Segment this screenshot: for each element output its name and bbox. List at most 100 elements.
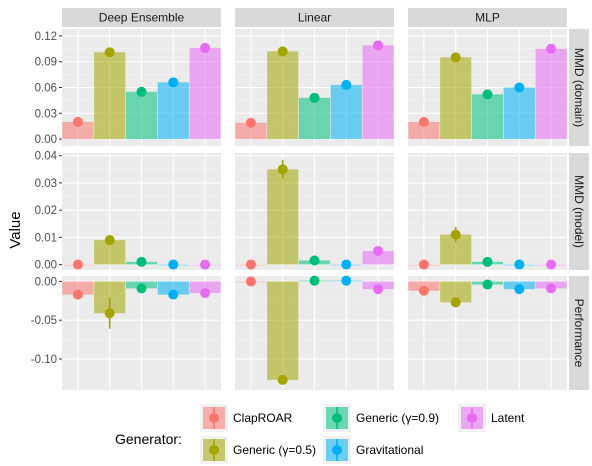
point-generic-0-9 — [482, 89, 493, 100]
point-latent — [200, 288, 211, 299]
point-generic-0-5 — [450, 297, 461, 308]
y-tick-label: 0.00 — [35, 134, 57, 146]
legend-key-point — [332, 445, 342, 455]
point-generic-0-9 — [309, 255, 320, 266]
bar-latent — [189, 47, 221, 140]
y-tick-label: 0.09 — [35, 57, 57, 69]
column-strip-mlp: MLP — [408, 8, 567, 27]
column-strip-background — [235, 8, 394, 27]
legend-item-latent: Latent — [458, 404, 525, 432]
point-gravitational — [514, 82, 525, 93]
row-strip-background — [569, 276, 589, 390]
bar-claproar — [62, 281, 94, 295]
point-gravitational — [168, 289, 179, 300]
legend-item-generic-0-5: Generic (γ=0.5) — [200, 436, 316, 464]
column-strip-label: MLP — [475, 11, 500, 25]
point-latent — [373, 245, 384, 256]
point-gravitational — [514, 259, 525, 270]
y-tick-label: 0.00 — [35, 260, 57, 272]
panels-layer — [62, 29, 567, 390]
legend-item-generic-0-9: Generic (γ=0.9) — [323, 404, 439, 432]
bar-latent — [362, 45, 394, 140]
legend-item-label: Generic (γ=0.5) — [233, 443, 316, 457]
y-tick-label: 0.02 — [35, 205, 57, 217]
bar-latent — [189, 281, 221, 294]
point-gravitational — [341, 275, 352, 286]
point-claproar — [418, 116, 429, 127]
y-tick-label: 0.01 — [35, 232, 57, 244]
column-strip-deep-ensemble: Deep Ensemble — [62, 8, 221, 27]
point-claproar — [245, 276, 256, 287]
legend-title: Generator: — [115, 431, 182, 447]
panel-deep-ensemble-mmd-model — [62, 153, 221, 270]
row-strip-performance: Performance — [569, 276, 589, 390]
bar-gravitational — [503, 87, 535, 140]
row-strip-background — [569, 29, 589, 146]
y-tick-label: -0.05 — [31, 315, 57, 327]
bar-generic-0-5 — [267, 281, 299, 380]
point-claproar — [418, 259, 429, 270]
y-axis-title: Value — [7, 211, 24, 248]
point-generic-0-5 — [450, 229, 461, 240]
bar-gravitational — [157, 82, 189, 140]
y-tick-label: 0.00 — [35, 276, 57, 288]
point-gravitational — [168, 77, 179, 88]
panel-deep-ensemble-performance — [62, 276, 221, 390]
point-latent — [373, 40, 384, 51]
point-generic-0-9 — [482, 279, 493, 290]
point-generic-0-9 — [482, 256, 493, 267]
point-claproar — [245, 259, 256, 270]
point-latent — [546, 43, 557, 54]
point-claproar — [72, 289, 83, 300]
panel-mlp-mmd-domain — [408, 29, 567, 146]
point-claproar — [245, 117, 256, 128]
bar-generic-0-5 — [440, 57, 472, 140]
row-strip-label: MMD (model) — [572, 175, 586, 248]
legend-item-claproar: ClapROAR — [200, 404, 293, 432]
bar-generic-0-5 — [94, 52, 126, 140]
point-latent — [373, 284, 384, 295]
bar-gravitational — [330, 84, 362, 140]
row-strip-label: Performance — [572, 299, 586, 368]
facet-strips: MMD (domain) MMD (model) Performance Deep E… — [62, 8, 589, 390]
column-strip-label: Linear — [298, 11, 331, 25]
point-generic-0-5 — [104, 308, 115, 319]
row-strip-label: MMD (domain) — [572, 48, 586, 127]
bar-generic-0-5 — [267, 169, 299, 265]
legend: Generator: ClapROAR Generic (γ=0.5) Generi… — [115, 404, 525, 464]
row-strip-mmd-model: MMD (model) — [569, 153, 589, 270]
point-latent — [200, 42, 211, 53]
y-tick-label: 0.03 — [35, 108, 57, 120]
point-generic-0-9 — [136, 283, 147, 294]
bar-latent — [535, 48, 567, 140]
panel-mlp-mmd-model — [408, 153, 567, 270]
bar-generic-0-5 — [267, 51, 299, 140]
legend-key-point — [209, 413, 219, 423]
legend-item-label: ClapROAR — [233, 411, 293, 425]
point-latent — [546, 259, 557, 270]
point-latent — [546, 283, 557, 294]
point-generic-0-5 — [277, 164, 288, 175]
legend-item-gravitational: Gravitational — [323, 436, 423, 464]
point-gravitational — [341, 79, 352, 90]
point-claproar — [72, 116, 83, 127]
axes: 0.00 0.03 0.06 0.09 0.12 0.00 0.01 0.02 0.03 0.04… — [31, 31, 62, 366]
bar-gravitational — [157, 281, 189, 295]
bar-claproar — [62, 121, 94, 140]
point-gravitational — [514, 284, 525, 295]
legend-key-point — [209, 445, 219, 455]
point-generic-0-9 — [136, 86, 147, 97]
bar-claproar — [408, 121, 440, 140]
column-strip-background — [408, 8, 567, 27]
legend-item-label: Gravitational — [356, 443, 423, 457]
y-tick-label: 0.04 — [35, 151, 58, 163]
legend-item-label: Latent — [491, 411, 525, 425]
panel-mlp-performance — [408, 276, 567, 390]
panel-linear-mmd-domain — [235, 29, 394, 146]
column-strip-background — [62, 8, 221, 27]
row-strip-background — [569, 153, 589, 270]
column-strip-label: Deep Ensemble — [99, 11, 185, 25]
bar-generic-0-9 — [298, 97, 331, 140]
point-generic-0-5 — [450, 52, 461, 63]
